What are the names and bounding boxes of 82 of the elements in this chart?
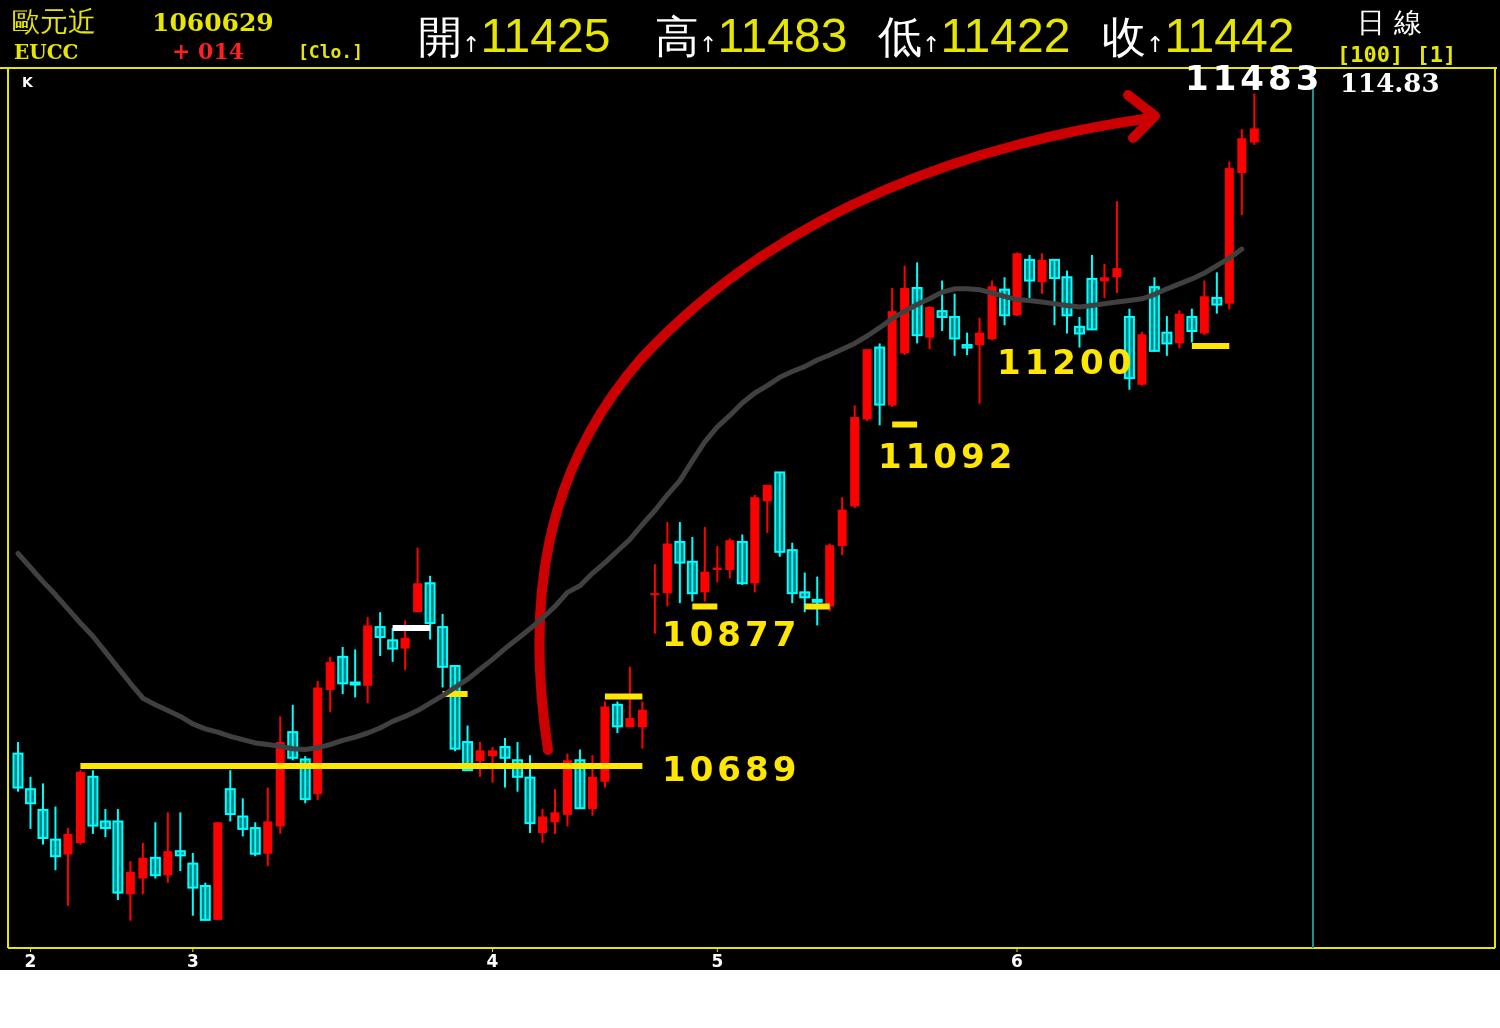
candlestick	[37, 782, 49, 846]
candlestick	[437, 612, 449, 689]
candlestick	[975, 316, 985, 405]
candlestick	[674, 521, 686, 605]
candlestick	[762, 483, 772, 534]
candlestick	[1211, 271, 1223, 315]
candlestick	[1186, 307, 1198, 344]
text: 高↑11483	[655, 9, 848, 62]
candlestick	[524, 754, 536, 835]
candlestick	[686, 535, 698, 603]
candlestick	[537, 808, 547, 844]
candlestick	[112, 808, 124, 902]
candlestick	[349, 648, 361, 699]
candlestick	[1086, 253, 1098, 332]
candlestick	[125, 860, 135, 922]
annotation: 10877	[662, 614, 801, 654]
candlestick	[650, 563, 660, 635]
x-tick-label: 3	[186, 951, 199, 971]
x-tick-label: 5	[711, 951, 724, 971]
x-tick-label: 4	[486, 951, 499, 971]
candlestick	[99, 808, 111, 839]
candlestick	[475, 741, 485, 778]
text: K	[22, 74, 34, 90]
candlestick	[1161, 315, 1173, 357]
candlestick	[1073, 315, 1085, 349]
candlestick	[387, 626, 399, 663]
candlestick	[337, 645, 349, 696]
candlestick	[1037, 252, 1047, 295]
text: 開↑11425	[418, 9, 611, 62]
candlestick	[1148, 276, 1160, 353]
candlestick	[1049, 258, 1060, 327]
candlestick	[424, 574, 436, 641]
candlestick	[374, 611, 386, 658]
candlestick	[63, 827, 73, 907]
candlestick	[488, 746, 498, 784]
annotation: 10689	[662, 749, 801, 789]
text: [100] [1]	[1337, 42, 1457, 67]
text: 1060629	[152, 8, 274, 37]
candlestick	[149, 821, 161, 880]
candlestick	[49, 805, 61, 872]
candlestick	[550, 788, 560, 835]
x-tick-label: 2	[24, 951, 37, 971]
candlestick	[400, 619, 410, 672]
candlestick	[163, 811, 173, 884]
text: 114.83	[1340, 68, 1440, 98]
candlestick	[625, 665, 635, 729]
candlestick	[187, 851, 199, 917]
candlestick	[12, 741, 24, 793]
candlestick	[799, 571, 811, 614]
candlestick	[87, 769, 99, 835]
candlestick	[24, 775, 36, 830]
x-tick-label: 6	[1011, 951, 1023, 971]
text: 收↑11442	[1102, 9, 1295, 62]
chart-title: 歐元近	[12, 5, 96, 38]
candlestick	[138, 841, 148, 896]
candlestick	[499, 736, 511, 789]
candlestick	[249, 821, 261, 858]
candlestick	[736, 533, 748, 586]
candlestick	[1099, 263, 1109, 299]
candlestick	[936, 279, 948, 333]
candlestick	[199, 881, 211, 921]
candlestick	[874, 342, 886, 427]
candlestick	[174, 811, 186, 873]
text: 日 線	[1357, 6, 1422, 39]
text: 低↑11422	[878, 9, 1071, 62]
chart-subtitle: EUCC	[14, 40, 79, 64]
candlestick	[961, 331, 973, 356]
text: [Clo.]	[298, 41, 364, 62]
candlestick	[811, 575, 823, 627]
candlestick	[700, 526, 710, 603]
candlestick	[1112, 200, 1122, 294]
candlestick	[786, 541, 798, 605]
candlestick	[224, 769, 236, 823]
candlestick	[611, 700, 623, 734]
text: + 014	[172, 38, 245, 64]
candlestick	[774, 471, 786, 558]
candlestick	[1024, 253, 1036, 299]
candlestick	[1249, 92, 1259, 146]
candlestick	[237, 797, 249, 838]
candlestick	[949, 292, 961, 357]
candlestick	[637, 700, 647, 750]
annotation: 11092	[878, 436, 1017, 476]
